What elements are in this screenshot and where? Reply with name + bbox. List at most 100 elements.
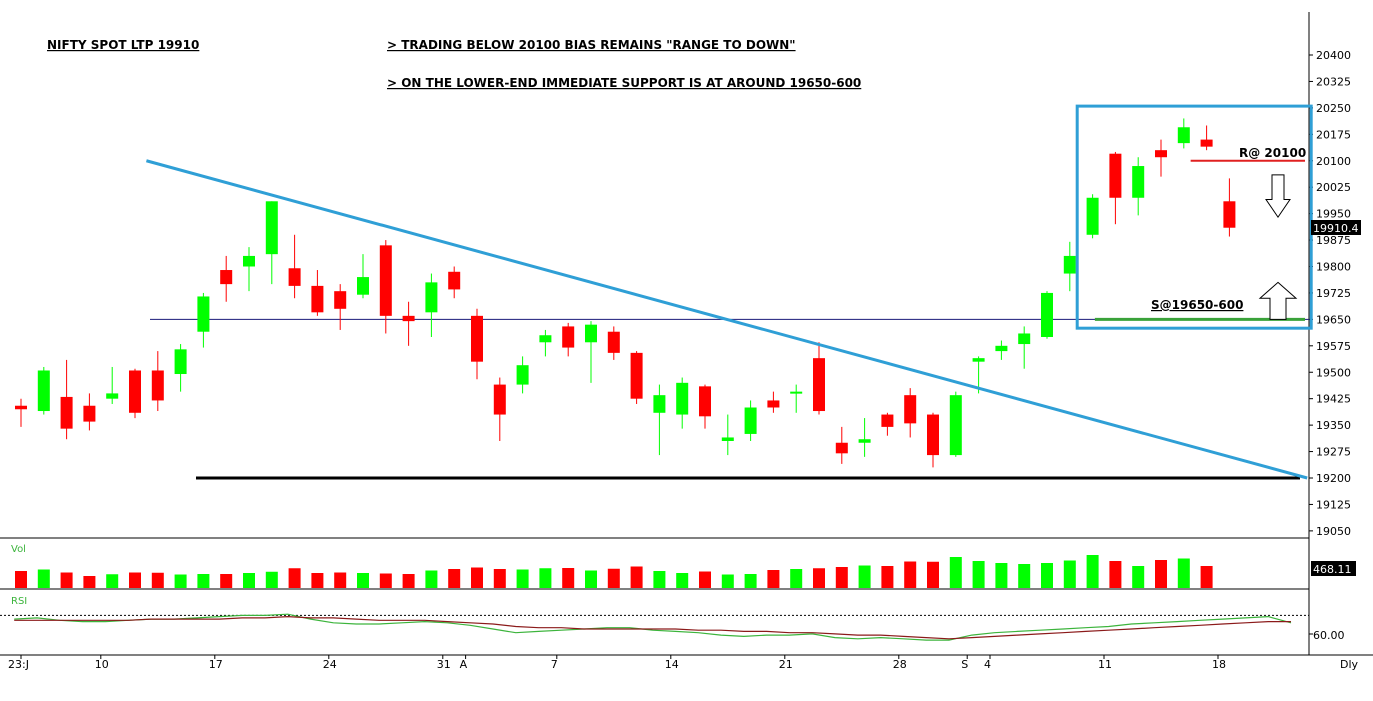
candle-body bbox=[516, 365, 529, 385]
candle bbox=[539, 329, 552, 357]
price-tick-label: 19500 bbox=[1316, 366, 1351, 379]
rsi-line bbox=[14, 615, 1291, 640]
volume-bar bbox=[744, 574, 757, 588]
candle-body bbox=[1132, 166, 1145, 198]
price-tick-label: 20325 bbox=[1316, 75, 1351, 88]
volume-bar bbox=[562, 568, 575, 588]
candle bbox=[516, 356, 529, 394]
candle-body bbox=[220, 270, 233, 285]
candle-body bbox=[265, 201, 278, 255]
candle-body bbox=[379, 245, 392, 316]
candle-body bbox=[471, 315, 483, 362]
candle bbox=[1063, 241, 1076, 292]
candle bbox=[197, 292, 210, 348]
candle bbox=[1155, 139, 1167, 177]
candle bbox=[379, 240, 392, 334]
candle bbox=[607, 326, 620, 360]
candlestick-series bbox=[15, 118, 1236, 468]
volume-bar bbox=[1063, 560, 1076, 588]
candle bbox=[402, 301, 415, 346]
volume-bar bbox=[425, 570, 438, 588]
price-tick-label: 19575 bbox=[1316, 340, 1351, 353]
candle bbox=[858, 418, 871, 457]
candle-body bbox=[1200, 139, 1213, 147]
candle-body bbox=[699, 386, 711, 417]
candle bbox=[790, 384, 803, 413]
last-price-box bbox=[1311, 220, 1361, 235]
date-label: 17 bbox=[209, 658, 223, 671]
candle bbox=[1086, 194, 1099, 239]
breakout-box bbox=[1075, 104, 1313, 330]
candle bbox=[1041, 291, 1053, 339]
volume-bar bbox=[243, 573, 255, 588]
volume-bar bbox=[585, 570, 597, 588]
candle-body bbox=[1063, 255, 1076, 274]
volume-bar bbox=[904, 561, 917, 588]
candle-body bbox=[37, 370, 50, 412]
candle-body bbox=[129, 370, 141, 413]
candle-body bbox=[949, 395, 962, 456]
volume-bar bbox=[1109, 561, 1122, 588]
candle bbox=[813, 342, 825, 415]
price-tick-label: 20100 bbox=[1316, 155, 1351, 168]
candle-body bbox=[653, 395, 666, 413]
volume-bar bbox=[949, 557, 962, 588]
volume-bar bbox=[790, 569, 803, 588]
candle-body bbox=[813, 358, 825, 412]
date-label: 18 bbox=[1212, 658, 1226, 671]
rsi-panel bbox=[0, 613, 1313, 641]
annotation-overlays bbox=[146, 104, 1313, 480]
candle-body bbox=[174, 349, 187, 375]
volume-panel bbox=[15, 555, 1213, 588]
candle-body bbox=[1155, 150, 1167, 158]
candle-body bbox=[1086, 197, 1099, 235]
candle bbox=[835, 426, 848, 464]
candle bbox=[904, 388, 917, 438]
price-tick-label: 20175 bbox=[1316, 128, 1351, 141]
volume-bar bbox=[607, 568, 620, 588]
price-tick-label: 19425 bbox=[1316, 393, 1351, 406]
volume-bar bbox=[699, 571, 711, 588]
candle-body bbox=[151, 370, 164, 401]
candle bbox=[585, 321, 597, 383]
candle bbox=[653, 384, 666, 456]
volume-bar bbox=[37, 569, 50, 588]
date-label: 10 bbox=[95, 658, 109, 671]
price-tick-label: 19650 bbox=[1316, 313, 1351, 326]
volume-bar bbox=[448, 569, 461, 588]
chart-title: NIFTY SPOT LTP 19910 bbox=[47, 38, 199, 52]
candle-body bbox=[15, 405, 27, 410]
price-tick-label: 19950 bbox=[1316, 208, 1351, 221]
volume-bar bbox=[151, 572, 164, 588]
candle-body bbox=[858, 439, 871, 443]
price-tick-label: 20250 bbox=[1316, 102, 1351, 115]
candle bbox=[1018, 326, 1031, 369]
annotation-line-1: > TRADING BELOW 20100 BIAS REMAINS "RANG… bbox=[387, 38, 796, 52]
candle bbox=[995, 340, 1008, 360]
price-tick-label: 19200 bbox=[1316, 472, 1351, 485]
price-tick-label: 19125 bbox=[1316, 498, 1351, 511]
volume-bar bbox=[129, 572, 141, 588]
candle-body bbox=[630, 352, 643, 399]
volume-bar bbox=[471, 567, 483, 588]
volume-bar bbox=[676, 573, 689, 588]
volume-bar bbox=[402, 574, 415, 588]
rsi-line bbox=[14, 613, 1292, 641]
last-volume-box bbox=[1311, 561, 1356, 576]
candle bbox=[288, 234, 301, 299]
price-tick-label: 20400 bbox=[1316, 49, 1351, 62]
candle bbox=[744, 400, 757, 441]
volume-bar bbox=[767, 570, 780, 588]
candle-body bbox=[425, 282, 438, 313]
candle bbox=[676, 377, 689, 429]
candle bbox=[425, 273, 438, 337]
candle bbox=[334, 284, 347, 330]
volume-bar bbox=[15, 571, 27, 588]
candle-body bbox=[357, 277, 369, 295]
candle bbox=[60, 359, 73, 440]
candle bbox=[15, 398, 27, 427]
up-arrow-icon bbox=[1258, 281, 1298, 320]
candle-body bbox=[1223, 201, 1236, 228]
